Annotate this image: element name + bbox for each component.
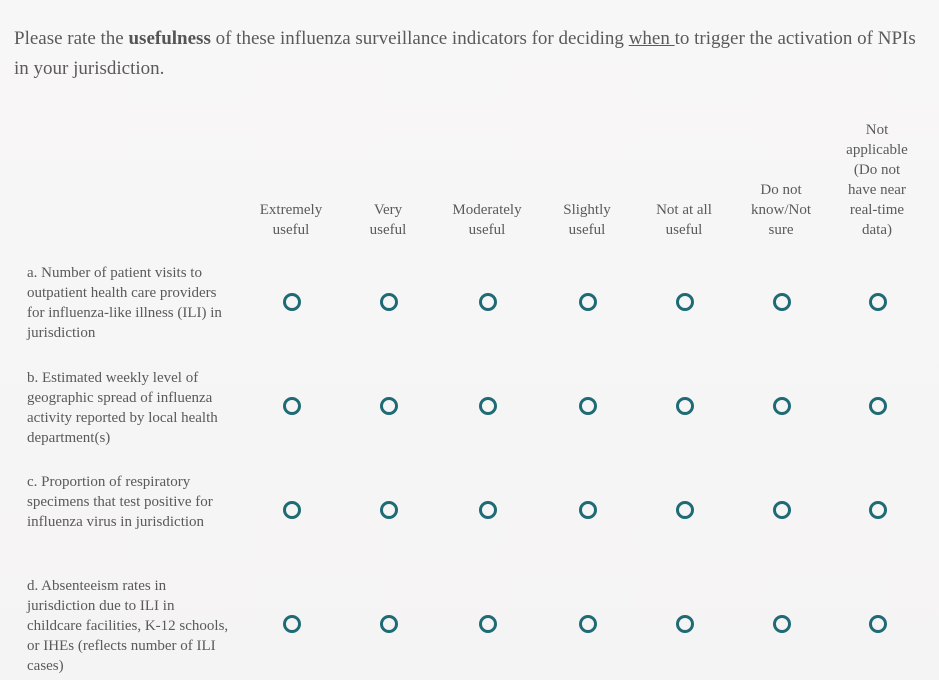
radio-d-not-applicable[interactable] (869, 615, 887, 633)
row-label-b: b. Estimated weekly level of geographic … (27, 370, 218, 446)
question-underline: when (628, 28, 675, 49)
radio-d-very-useful[interactable] (380, 615, 398, 633)
radio-c-not-applicable[interactable] (869, 501, 887, 519)
column-header-do-not-know: Do not know/Not sure (751, 182, 811, 238)
radio-b-extremely-useful[interactable] (283, 397, 301, 415)
column-header-not-applicable: Not applicable (Do not have near real-ti… (846, 122, 908, 238)
column-header-moderately-useful: Moderately useful (452, 202, 522, 238)
radio-b-very-useful[interactable] (380, 397, 398, 415)
radio-d-moderately-useful[interactable] (479, 615, 497, 633)
radio-c-extremely-useful[interactable] (283, 501, 301, 519)
radio-b-not-at-all-useful[interactable] (676, 397, 694, 415)
radio-d-not-at-all-useful[interactable] (676, 615, 694, 633)
question-middle: of these influenza surveillance indicato… (210, 28, 629, 49)
column-header-slightly-useful: Slightly useful (563, 202, 611, 238)
radio-a-moderately-useful[interactable] (479, 293, 497, 311)
radio-c-moderately-useful[interactable] (479, 501, 497, 519)
radio-c-very-useful[interactable] (380, 501, 398, 519)
row-label-d: d. Absenteeism rates in jurisdiction due… (27, 578, 229, 674)
radio-b-moderately-useful[interactable] (479, 397, 497, 415)
radio-a-slightly-useful[interactable] (579, 293, 597, 311)
radio-c-slightly-useful[interactable] (579, 501, 597, 519)
question-prefix: Please rate the (14, 28, 129, 49)
radio-d-extremely-useful[interactable] (283, 615, 301, 633)
radio-b-do-not-know[interactable] (773, 397, 791, 415)
radio-a-very-useful[interactable] (380, 293, 398, 311)
row-label-a: a. Number of patient visits to outpatien… (27, 265, 222, 341)
radio-a-not-at-all-useful[interactable] (676, 293, 694, 311)
radio-c-not-at-all-useful[interactable] (676, 501, 694, 519)
column-header-extremely-useful: Extremely useful (259, 202, 323, 238)
question-suffix: to trigger the activation of NPIs in you… (14, 28, 916, 79)
question-bold: usefulness (128, 28, 211, 49)
column-header-not-at-all-useful: Not at all useful (656, 202, 712, 238)
row-label-c: c. Proportion of respiratory specimens t… (27, 474, 213, 530)
radio-a-do-not-know[interactable] (773, 293, 791, 311)
question-text: Please rate the usefulness of these infl… (14, 24, 919, 84)
column-header-very-useful: Very useful (369, 202, 407, 238)
radio-c-do-not-know[interactable] (773, 501, 791, 519)
radio-d-do-not-know[interactable] (773, 615, 791, 633)
radio-b-not-applicable[interactable] (869, 397, 887, 415)
radio-d-slightly-useful[interactable] (579, 615, 597, 633)
radio-a-not-applicable[interactable] (869, 293, 887, 311)
radio-b-slightly-useful[interactable] (579, 397, 597, 415)
radio-a-extremely-useful[interactable] (283, 293, 301, 311)
